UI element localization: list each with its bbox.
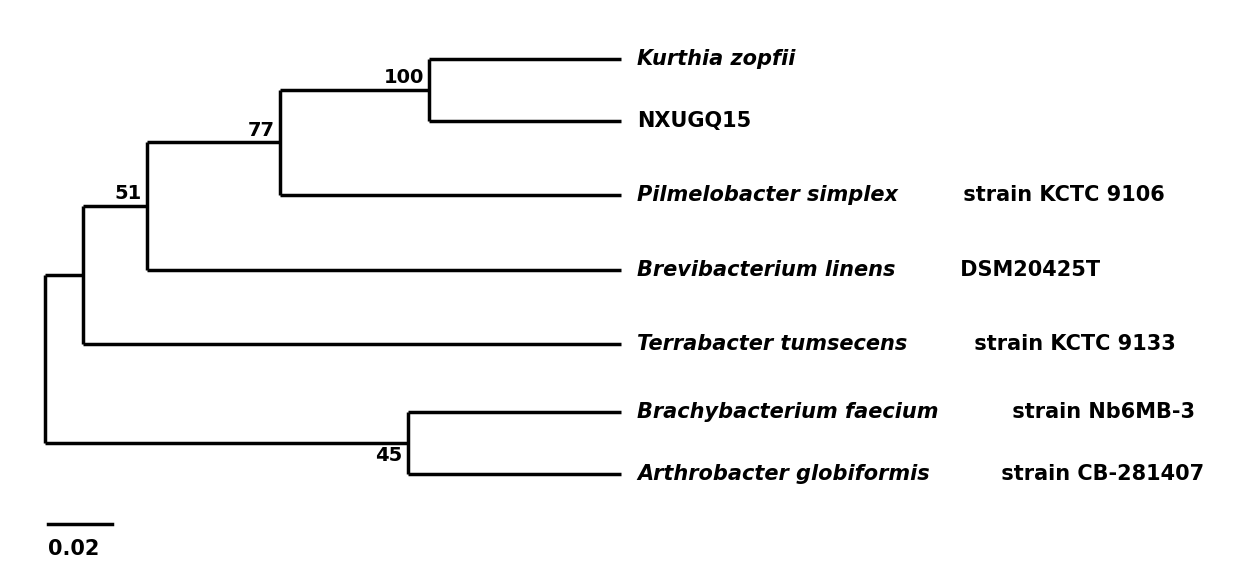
Text: 51: 51 [114, 184, 141, 204]
Text: DSM20425T: DSM20425T [952, 260, 1100, 280]
Text: Brevibacterium linens: Brevibacterium linens [637, 260, 895, 280]
Text: strain KCTC 9106: strain KCTC 9106 [956, 185, 1164, 205]
Text: Brachybacterium faecium: Brachybacterium faecium [637, 403, 939, 422]
Text: Terrabacter tumsecens: Terrabacter tumsecens [637, 334, 908, 354]
Text: 0.02: 0.02 [47, 539, 99, 560]
Text: Pilmelobacter simplex: Pilmelobacter simplex [637, 185, 898, 205]
Text: NXUGQ15: NXUGQ15 [637, 111, 751, 130]
Text: strain KCTC 9133: strain KCTC 9133 [967, 334, 1176, 354]
Text: 77: 77 [248, 121, 275, 140]
Text: Arthrobacter globiformis: Arthrobacter globiformis [637, 464, 930, 484]
Text: 100: 100 [383, 68, 424, 87]
Text: strain CB-281407: strain CB-281407 [994, 464, 1204, 484]
Text: 45: 45 [376, 446, 403, 465]
Text: strain Nb6MB-3: strain Nb6MB-3 [1006, 403, 1195, 422]
Text: Kurthia zopfii: Kurthia zopfii [637, 49, 796, 69]
